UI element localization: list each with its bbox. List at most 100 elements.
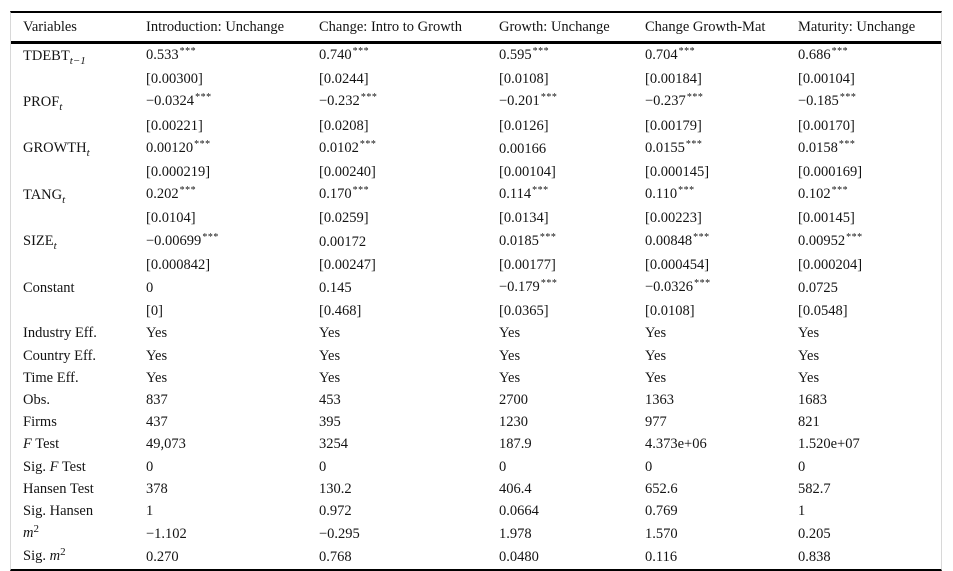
cell-value: 49,073 (146, 436, 186, 453)
cell-value: 837 (146, 392, 168, 409)
data-cell: Yes (134, 345, 307, 367)
cell-value: 0.00172 (319, 233, 367, 250)
cell-value: 1.520e+07 (798, 436, 860, 453)
cell-value: [0.000454] (645, 256, 710, 273)
cell-value: −0.201 (499, 93, 540, 110)
data-cell: 0.838 (786, 545, 941, 568)
data-cell: 0 (487, 456, 633, 478)
data-cell: Yes (487, 345, 633, 367)
data-cell: Yes (134, 367, 307, 389)
cell-value: [0.468] (319, 303, 362, 320)
column-header-maturity-unchange: Maturity: Unchange (786, 13, 941, 44)
cell-value: [0.00240] (319, 164, 376, 181)
label-segment: m (23, 525, 34, 542)
data-cell: 0.00848*** (633, 230, 786, 254)
cell-value: [0.00145] (798, 210, 855, 227)
significance-stars: *** (352, 185, 370, 197)
significance-stars: *** (693, 231, 710, 243)
cell-value: [0.0244] (319, 71, 369, 88)
data-cell: [0.00145] (786, 207, 941, 229)
label-segment: Obs. (23, 392, 50, 409)
table-row: [0.00300] [0.0244] [0.0108] [0.00184] [0.001… (11, 68, 941, 90)
data-cell: [0.0108] (633, 300, 786, 322)
cell-value: 0.00120 (146, 139, 194, 156)
label-segment: TANG (23, 186, 63, 203)
cell-value: 0.205 (798, 525, 831, 542)
data-cell: [0.0134] (487, 207, 633, 229)
data-cell: 0.114*** (487, 183, 633, 207)
row-label: SIZEt (11, 230, 134, 254)
data-cell: [0] (134, 300, 307, 322)
row-label (11, 207, 134, 229)
data-cell: [0.00179] (633, 115, 786, 137)
data-cell: 0.110*** (633, 183, 786, 207)
data-cell: 0 (134, 456, 307, 478)
data-cell: [0.0259] (307, 207, 487, 229)
cell-value: 0.00166 (499, 140, 547, 157)
label-segment: F (49, 458, 59, 475)
data-cell: Yes (487, 322, 633, 344)
cell-value: Yes (319, 369, 341, 386)
data-cell: 1363 (633, 389, 786, 411)
cell-value: [0.0104] (146, 210, 196, 227)
table-row: F Test 49,073 3254 187.9 4.373e+06 1.520e+07 (11, 433, 941, 455)
data-cell: −0.232*** (307, 90, 487, 114)
cell-value: 0.768 (319, 548, 352, 565)
cell-value: [0.00223] (645, 210, 702, 227)
significance-stars: *** (838, 138, 856, 150)
cell-value: 1230 (499, 414, 528, 431)
cell-value: Yes (798, 325, 820, 342)
cell-value: Yes (645, 369, 667, 386)
data-cell: [0.00221] (134, 115, 307, 137)
cell-value: Yes (798, 347, 820, 364)
label-segment: Constant (23, 280, 75, 297)
data-cell: 187.9 (487, 433, 633, 455)
cell-value: 0.0480 (499, 548, 539, 565)
header-row: Variables Introduction: Unchange Change:… (11, 13, 941, 44)
data-cell: Yes (633, 322, 786, 344)
cell-value: −0.179 (499, 279, 540, 296)
data-cell: [0.000219] (134, 161, 307, 183)
data-cell: Yes (307, 367, 487, 389)
table-row: Sig. Hansen 1 0.972 0.0664 0.769 1 (11, 500, 941, 522)
data-cell: 130.2 (307, 478, 487, 500)
data-cell: Yes (633, 345, 786, 367)
regression-results-table: Variables Introduction: Unchange Change:… (10, 11, 942, 571)
data-cell: 0.0664 (487, 500, 633, 522)
data-cell: 0.595*** (487, 43, 633, 69)
data-cell: [0.000454] (633, 254, 786, 276)
cell-value: 0.114 (499, 186, 532, 203)
cell-value: 0.170 (319, 186, 352, 203)
significance-stars: *** (831, 185, 849, 197)
data-cell: 4.373e+06 (633, 433, 786, 455)
cell-value: [0.00177] (499, 256, 556, 273)
cell-value: 1.570 (645, 525, 678, 542)
table-row: Time Eff. Yes Yes Yes Yes Yes (11, 367, 941, 389)
data-cell: 1.570 (633, 522, 786, 545)
data-cell: [0.00170] (786, 115, 941, 137)
cell-value: Yes (499, 347, 521, 364)
data-cell: 837 (134, 389, 307, 411)
row-label: m2 (11, 522, 134, 545)
data-cell: 1.520e+07 (786, 433, 941, 455)
table-row: SIZEt −0.00699*** 0.00172 0.0185*** 0.00848*… (11, 230, 941, 254)
data-cell: [0.000169] (786, 161, 941, 183)
cell-value: 0.102 (798, 186, 831, 203)
cell-value: Yes (319, 325, 341, 342)
data-cell: Yes (633, 367, 786, 389)
cell-value: [0.0108] (499, 71, 549, 88)
data-cell: 977 (633, 411, 786, 433)
label-segment: t (53, 240, 57, 253)
column-header-change-intro-to-growth: Change: Intro to Growth (307, 13, 487, 44)
cell-value: 0 (319, 458, 327, 475)
data-cell: −1.102 (134, 522, 307, 545)
row-label: Sig. F Test (11, 456, 134, 478)
cell-value: 0.202 (146, 186, 179, 203)
table-body: TDEBTt−1 0.533*** 0.740*** 0.595*** 0.704***… (11, 43, 941, 569)
row-label: Obs. (11, 389, 134, 411)
row-label (11, 254, 134, 276)
label-segment: t−1 (69, 54, 86, 67)
data-cell: 0.704*** (633, 43, 786, 69)
data-cell: 49,073 (134, 433, 307, 455)
cell-value: 0.0185 (499, 232, 539, 249)
